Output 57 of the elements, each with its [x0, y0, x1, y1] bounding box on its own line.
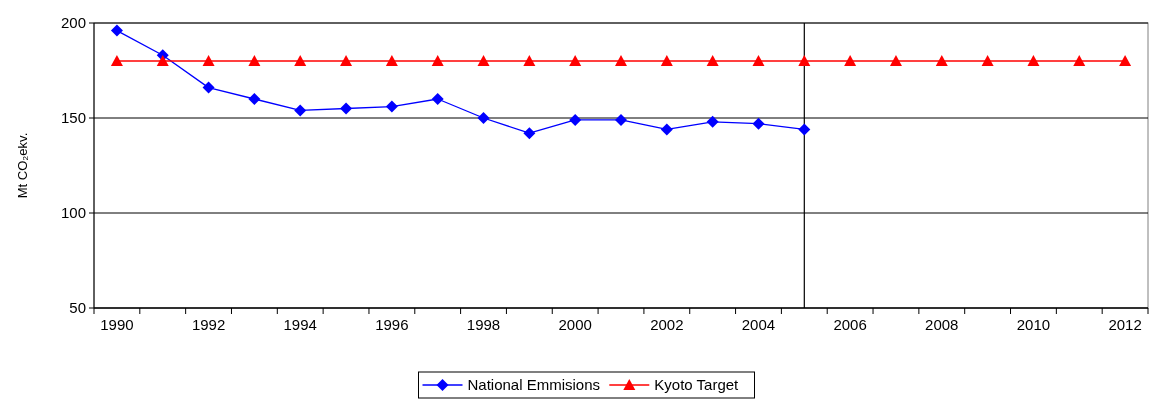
x-tick-label: 1994 — [283, 316, 317, 333]
point — [569, 55, 582, 66]
point — [477, 112, 490, 124]
point — [110, 55, 123, 66]
point — [156, 55, 169, 66]
y-tick-label: 150 — [60, 109, 86, 127]
point — [706, 55, 719, 66]
x-tick-label: 1996 — [375, 316, 409, 333]
point — [935, 55, 948, 66]
point — [752, 117, 765, 130]
x-tick-label: 2006 — [833, 316, 867, 333]
point — [340, 102, 353, 115]
point — [248, 55, 261, 66]
x-tick-label: 2010 — [1016, 316, 1051, 333]
point — [431, 55, 444, 66]
point — [202, 55, 215, 66]
point — [202, 81, 215, 94]
point — [1073, 55, 1086, 66]
point — [981, 55, 994, 66]
point — [752, 55, 765, 66]
point — [1027, 55, 1040, 66]
point — [569, 113, 582, 126]
x-tick-label: 1998 — [466, 316, 501, 333]
legend-label: National Emmisions — [467, 376, 601, 394]
x-tick-label: 2002 — [650, 316, 684, 333]
y-tick-label: 200 — [60, 14, 86, 32]
point — [294, 55, 307, 66]
point — [340, 55, 353, 66]
x-tick-label: 2012 — [1108, 316, 1142, 333]
point — [798, 123, 811, 136]
y-tick-label: 50 — [69, 299, 86, 317]
point — [523, 55, 536, 66]
point — [431, 93, 444, 105]
x-tick-label: 1990 — [100, 316, 134, 333]
point — [248, 93, 261, 105]
y-tick-label: 100 — [60, 204, 86, 222]
point — [523, 127, 536, 140]
point — [844, 55, 857, 66]
point — [615, 113, 627, 126]
point — [706, 115, 719, 128]
x-tick-label: 2000 — [558, 316, 592, 333]
point — [110, 24, 123, 37]
point — [660, 123, 673, 136]
point — [385, 100, 398, 113]
point — [889, 55, 902, 66]
point — [477, 55, 490, 66]
y-axis-title: Mt CO₂ekv. — [15, 132, 30, 199]
point — [660, 55, 673, 66]
point — [385, 55, 398, 66]
point — [294, 104, 307, 117]
x-tick-label: 1992 — [191, 316, 226, 333]
point — [1119, 55, 1132, 66]
point — [798, 55, 811, 66]
x-tick-label: 2008 — [925, 316, 959, 333]
legend-label: Kyoto Target — [654, 376, 740, 394]
x-tick-label: 2004 — [741, 316, 776, 333]
point — [615, 55, 627, 66]
